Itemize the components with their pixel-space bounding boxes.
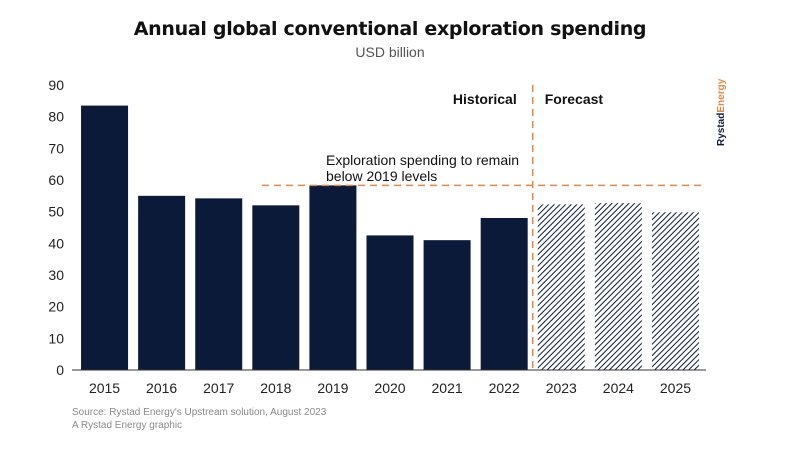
y-tick-label: 30 <box>48 267 64 283</box>
credit-note: A Rystad Energy graphic <box>72 420 183 431</box>
y-tick-label: 50 <box>48 204 64 220</box>
x-tick-label: 2018 <box>260 380 291 396</box>
historical-bar <box>252 205 300 370</box>
historical-bar <box>81 105 129 370</box>
y-tick-label: 60 <box>48 172 64 188</box>
y-tick-label: 10 <box>48 330 64 346</box>
bars-group <box>81 105 699 370</box>
forecast-bar <box>594 203 642 370</box>
x-tick-label: 2015 <box>89 380 120 396</box>
x-axis: 2015 2016 2017 2018 2019 2020 2021 2022 2023 2024… <box>72 369 706 396</box>
x-tick-label: 2025 <box>660 380 691 396</box>
y-tick-label: 0 <box>56 362 64 378</box>
forecast-bar <box>537 204 585 370</box>
forecast-label: Forecast <box>545 91 604 107</box>
annotation-text: Exploration spending to remain <box>326 152 519 168</box>
x-tick-label: 2016 <box>146 380 177 396</box>
y-tick-label: 40 <box>48 235 64 251</box>
historical-bar <box>423 240 471 370</box>
y-tick-label: 70 <box>48 140 64 156</box>
x-tick-label: 2021 <box>432 380 463 396</box>
x-tick-label: 2022 <box>489 380 520 396</box>
chart-subtitle: USD billion <box>355 44 425 60</box>
historical-bar <box>195 198 243 370</box>
historical-bar <box>138 195 186 370</box>
annotations-group: Historical Forecast Exploration spending t… <box>262 85 704 370</box>
footer: Source: Rystad Energy's Upstream solutio… <box>72 406 326 432</box>
y-tick-label: 90 <box>48 77 64 93</box>
historical-bar <box>309 185 357 370</box>
x-tick-label: 2019 <box>317 380 348 396</box>
annotation-text: below 2019 levels <box>326 168 437 184</box>
historical-bar <box>366 235 414 370</box>
source-note: Source: Rystad Energy's Upstream solutio… <box>72 407 327 418</box>
y-axis: 0 10 20 30 40 50 60 70 80 90 <box>48 77 64 378</box>
x-tick-label: 2024 <box>603 380 634 396</box>
x-tick-label: 2020 <box>374 380 405 396</box>
chart-title: Annual global conventional exploration s… <box>133 18 647 40</box>
historical-bar <box>480 218 528 370</box>
historical-label: Historical <box>453 91 517 107</box>
forecast-bar <box>651 212 699 370</box>
x-tick-label: 2017 <box>203 380 234 396</box>
rystad-energy-logo: RystadEnergy <box>716 78 727 146</box>
y-tick-label: 20 <box>48 299 64 315</box>
y-tick-label: 80 <box>48 109 64 125</box>
x-tick-label: 2023 <box>546 380 577 396</box>
svg-text:RystadEnergy: RystadEnergy <box>716 78 727 146</box>
